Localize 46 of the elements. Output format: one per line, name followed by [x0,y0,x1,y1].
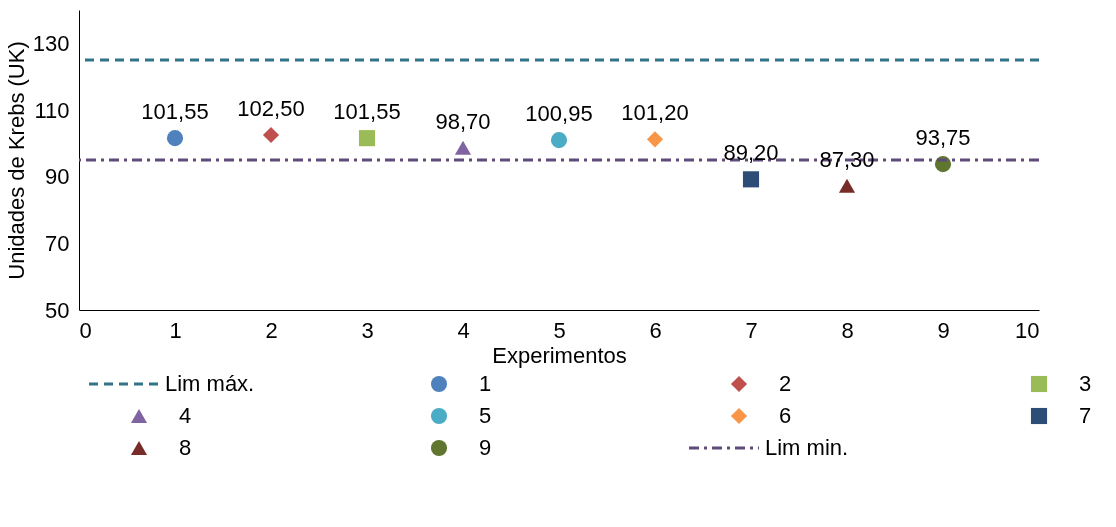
y-tick-label: 70 [45,230,70,256]
data-label: 98,70 [435,108,491,134]
legend-label: 1 [479,371,492,396]
legend-label: 7 [1079,403,1092,428]
data-label: 100,95 [525,101,593,127]
data-label: 89,20 [723,140,779,166]
x-tick-label: 2 [265,317,278,343]
data-label: 87,30 [819,146,875,172]
y-tick-label: 90 [45,164,70,190]
legend-label: 2 [779,371,792,396]
y-tick-label: 130 [32,30,70,56]
point [454,140,472,155]
point [646,131,664,148]
x-tick-label: 4 [457,317,470,343]
legend-label: 5 [479,403,492,428]
x-tick-label: 10 [1015,317,1040,343]
point [742,171,760,188]
x-tick-label: 8 [841,317,854,343]
legend-label: Lim min. [765,435,849,460]
point [550,132,568,149]
x-tick-label: 0 [79,317,92,343]
y-axis-title: Unidades de Krebs (UK) [3,41,29,280]
x-axis-title: Experimentos [492,342,627,368]
point [838,178,856,193]
point [262,126,280,144]
legend-label: 9 [479,435,492,460]
legend-label: Lim máx. [165,371,255,396]
data-label: 101,55 [141,99,209,125]
data-label: 101,55 [333,99,401,125]
data-label: 101,20 [621,100,689,126]
y-tick-label: 110 [34,97,70,123]
point [166,130,184,147]
legend-label: 6 [779,403,792,428]
x-tick-label: 6 [649,317,662,343]
legend-label: 4 [179,403,192,428]
point [358,130,376,147]
x-tick-label: 7 [745,317,758,343]
x-tick-label: 3 [361,317,374,343]
data-label: 93,75 [915,125,971,151]
x-tick-label: 1 [169,317,182,343]
legend-label: 8 [179,435,192,460]
x-tick-label: 9 [937,317,950,343]
x-tick-label: 5 [553,317,566,343]
y-tick-label: 50 [45,297,70,323]
legend-label: 3 [1079,371,1092,396]
data-label: 102,50 [237,96,305,121]
